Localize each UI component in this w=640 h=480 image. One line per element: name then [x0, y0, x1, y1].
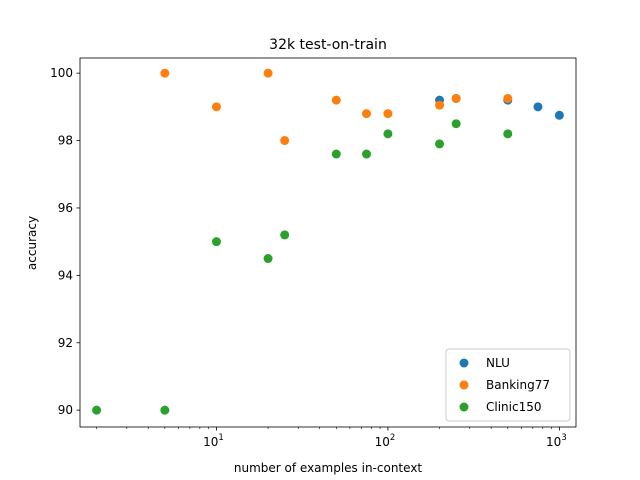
- data-point-banking77: [211, 102, 221, 112]
- data-point-banking77: [331, 95, 341, 105]
- data-point-banking77: [263, 68, 273, 78]
- data-point-clinic150: [280, 230, 290, 240]
- data-point-clinic150: [160, 405, 170, 415]
- legend-marker-nlu: [459, 358, 469, 368]
- data-point-banking77: [280, 136, 290, 146]
- x-tick-label: 103: [546, 433, 567, 449]
- legend-label-nlu: NLU: [486, 356, 510, 370]
- legend-marker-banking77: [459, 380, 469, 390]
- y-tick-label: 96: [58, 201, 73, 215]
- data-point-clinic150: [503, 129, 513, 139]
- legend: NLU Banking77 Clinic150: [445, 348, 571, 422]
- legend-box: [445, 348, 571, 422]
- data-point-clinic150: [362, 149, 372, 159]
- plot-area: 101 102 103 90 92 94 96 98 100: [50, 57, 577, 449]
- data-point-clinic150: [435, 139, 445, 149]
- data-point-clinic150: [383, 129, 393, 139]
- x-axis-label: number of examples in-context: [234, 461, 423, 475]
- y-axis-label: accuracy: [25, 216, 39, 270]
- y-tick-label: 92: [58, 336, 73, 350]
- chart-title: 32k test-on-train: [269, 37, 387, 53]
- legend-label-banking77: Banking77: [486, 378, 550, 392]
- data-point-clinic150: [211, 237, 221, 247]
- legend-label-clinic150: Clinic150: [486, 400, 542, 414]
- data-point-banking77: [362, 109, 372, 119]
- x-tick-label: 102: [375, 433, 396, 449]
- y-tick-label: 100: [50, 66, 73, 80]
- legend-marker-clinic150: [459, 402, 469, 412]
- data-point-banking77: [451, 93, 461, 103]
- data-point-banking77: [383, 109, 393, 119]
- data-point-nlu: [533, 102, 543, 112]
- data-point-nlu: [554, 110, 564, 120]
- y-tick-label: 98: [58, 134, 73, 148]
- y-tick-label: 90: [58, 403, 73, 417]
- y-tick-label: 94: [58, 268, 73, 282]
- data-point-clinic150: [331, 149, 341, 159]
- x-tick-label: 101: [203, 433, 224, 449]
- data-point-banking77: [160, 68, 170, 78]
- data-point-clinic150: [451, 119, 461, 129]
- axes-frame: [79, 57, 577, 428]
- data-point-clinic150: [263, 254, 273, 264]
- data-point-banking77: [435, 100, 445, 110]
- data-point-banking77: [503, 93, 513, 103]
- data-point-clinic150: [92, 405, 102, 415]
